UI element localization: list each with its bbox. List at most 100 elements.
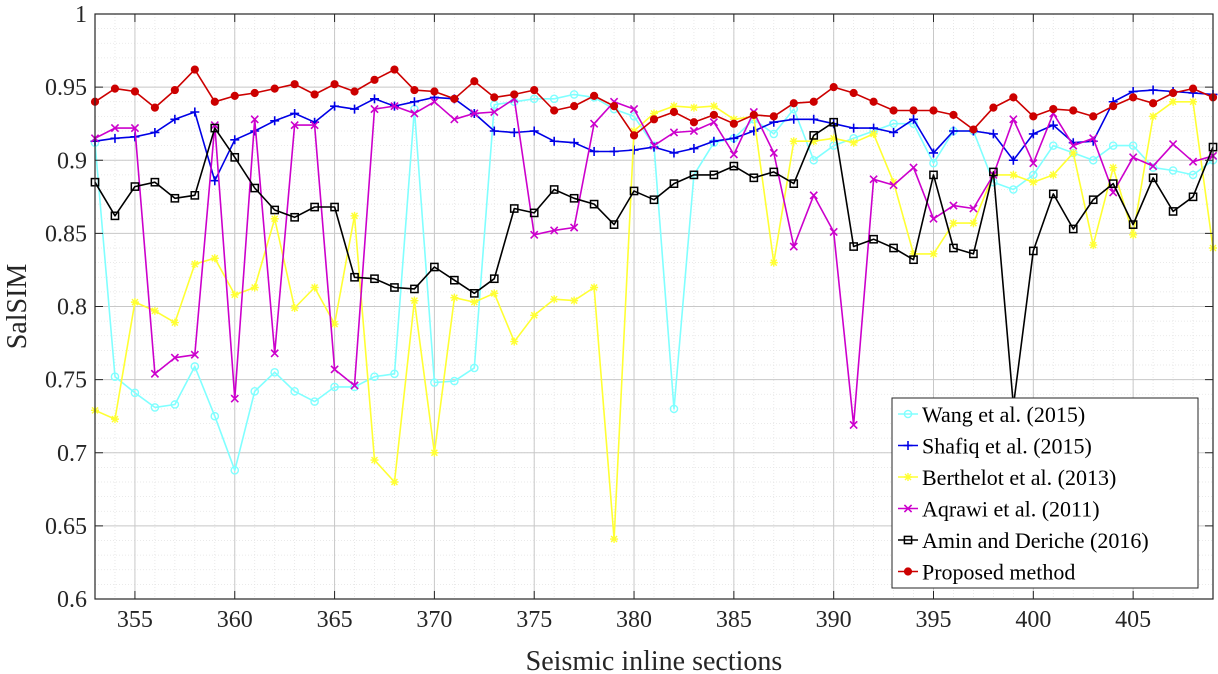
data-point bbox=[1088, 155, 1098, 165]
data-point bbox=[529, 94, 539, 104]
data-point bbox=[290, 387, 299, 396]
data-point bbox=[1008, 155, 1018, 165]
data-point bbox=[769, 258, 778, 267]
data-point bbox=[489, 274, 499, 284]
data-point bbox=[1028, 246, 1038, 256]
data-point bbox=[1088, 195, 1098, 205]
data-point bbox=[150, 369, 160, 378]
data-point bbox=[350, 211, 359, 220]
data-point bbox=[749, 126, 759, 136]
data-point bbox=[629, 131, 639, 140]
data-point bbox=[150, 177, 160, 187]
x-tick-label: 390 bbox=[816, 607, 852, 633]
data-point bbox=[789, 99, 798, 108]
data-point bbox=[450, 376, 459, 386]
data-point bbox=[609, 102, 619, 111]
legend-label: Berthelot et al. (2013) bbox=[922, 465, 1116, 490]
data-point bbox=[849, 123, 859, 133]
x-tick-label: 375 bbox=[516, 607, 552, 633]
data-point bbox=[909, 163, 918, 172]
data-point bbox=[470, 109, 479, 118]
data-point bbox=[250, 183, 260, 193]
data-point bbox=[689, 126, 699, 136]
data-point bbox=[689, 118, 699, 127]
data-point bbox=[629, 145, 639, 155]
data-point bbox=[409, 97, 419, 107]
data-point bbox=[1148, 163, 1158, 172]
data-point bbox=[889, 178, 898, 187]
data-point bbox=[969, 204, 978, 213]
data-point bbox=[889, 127, 899, 137]
data-point bbox=[669, 107, 679, 117]
data-point bbox=[230, 152, 240, 162]
data-point bbox=[170, 114, 180, 124]
data-point bbox=[929, 106, 938, 115]
legend-swatch-marker bbox=[903, 441, 913, 450]
data-point bbox=[150, 306, 159, 315]
series-4 bbox=[90, 117, 1218, 411]
data-point bbox=[609, 146, 619, 156]
data-point bbox=[110, 415, 119, 424]
data-point bbox=[590, 91, 599, 101]
data-point bbox=[1108, 179, 1118, 189]
data-point bbox=[1188, 192, 1198, 202]
data-point bbox=[609, 220, 619, 229]
data-point bbox=[689, 144, 699, 154]
data-point bbox=[729, 150, 739, 159]
data-point bbox=[1169, 97, 1178, 106]
data-point bbox=[450, 293, 459, 302]
data-point bbox=[809, 97, 818, 106]
data-point bbox=[1048, 120, 1058, 130]
data-point bbox=[610, 535, 619, 544]
data-point bbox=[130, 182, 140, 191]
data-point bbox=[450, 94, 459, 103]
legend-swatch-marker bbox=[903, 504, 913, 513]
data-point bbox=[170, 353, 180, 362]
data-point bbox=[529, 208, 539, 218]
data-point bbox=[290, 120, 299, 130]
data-point bbox=[250, 283, 259, 292]
legend-swatch-marker bbox=[904, 473, 912, 481]
data-point bbox=[749, 110, 758, 120]
data-point bbox=[509, 204, 519, 213]
data-point bbox=[170, 318, 179, 327]
data-point bbox=[190, 260, 199, 269]
data-point bbox=[789, 137, 798, 146]
data-point bbox=[949, 243, 958, 253]
data-point bbox=[250, 387, 260, 396]
data-point bbox=[430, 378, 439, 387]
data-point bbox=[889, 106, 898, 115]
data-point bbox=[1009, 170, 1018, 179]
data-point bbox=[370, 104, 379, 114]
series-3 bbox=[90, 94, 1218, 430]
data-point bbox=[330, 365, 339, 374]
data-point bbox=[150, 127, 160, 137]
y-tick-label: 0.95 bbox=[45, 75, 87, 101]
data-point bbox=[330, 382, 339, 392]
data-point bbox=[669, 128, 679, 137]
data-point bbox=[769, 129, 779, 139]
data-point bbox=[350, 272, 359, 282]
data-point bbox=[150, 403, 160, 412]
data-point bbox=[929, 249, 938, 258]
data-point bbox=[1148, 85, 1158, 95]
legend-swatch-marker bbox=[903, 535, 913, 545]
data-point bbox=[1148, 173, 1158, 183]
data-point bbox=[569, 193, 579, 203]
data-point bbox=[1108, 141, 1118, 150]
data-point bbox=[869, 129, 878, 138]
y-tick-label: 0.8 bbox=[57, 295, 87, 321]
data-point bbox=[809, 137, 818, 146]
data-point bbox=[909, 106, 918, 115]
data-point bbox=[1168, 166, 1178, 175]
series-2 bbox=[91, 97, 1217, 544]
data-point bbox=[729, 119, 738, 128]
data-point bbox=[230, 290, 239, 299]
data-point bbox=[769, 112, 778, 121]
legend-label: Aqrawi et al. (2011) bbox=[922, 497, 1100, 522]
data-point bbox=[1109, 102, 1118, 111]
legend-label: Proposed method bbox=[922, 560, 1075, 585]
data-point bbox=[649, 115, 659, 124]
data-point bbox=[510, 337, 519, 346]
data-point bbox=[889, 180, 898, 190]
